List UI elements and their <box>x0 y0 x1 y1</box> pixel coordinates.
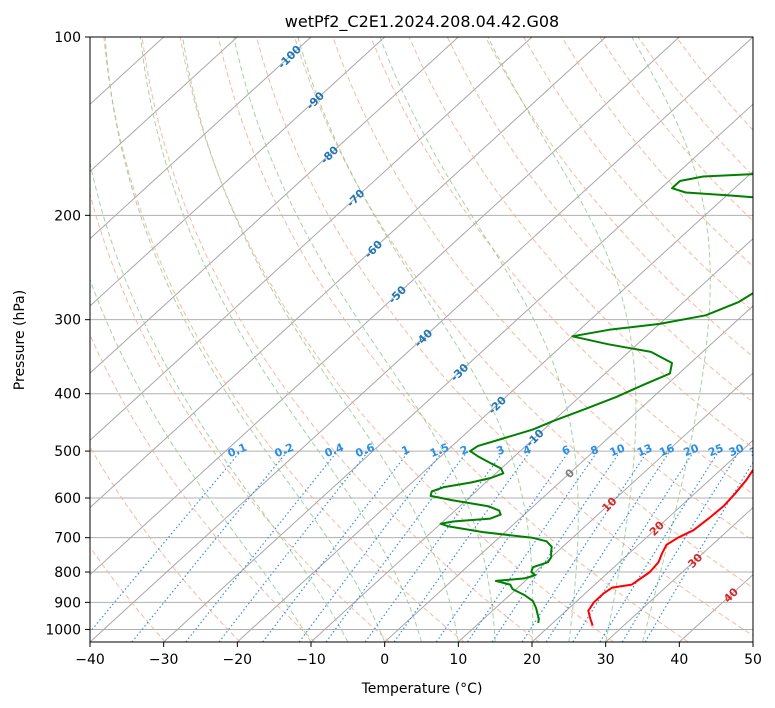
dry-adiabat <box>90 333 316 642</box>
isotherm-line <box>163 103 753 642</box>
mixing-ratio-line <box>262 450 410 642</box>
moist-adiabat <box>140 37 422 642</box>
isotherm-line <box>90 37 386 307</box>
mixing-ratio-line <box>393 450 531 642</box>
moist-adiabat <box>487 37 637 642</box>
isotherm-line <box>90 37 753 642</box>
dry-adiabat <box>446 37 753 403</box>
x-tick-label: −30 <box>149 652 179 668</box>
dry-adiabat <box>179 37 614 642</box>
y-tick-label: 900 <box>54 595 81 611</box>
x-tick-label: −40 <box>75 652 105 668</box>
moist-adiabat <box>182 37 459 642</box>
x-tick-label: 40 <box>670 652 688 668</box>
isotherm-line <box>90 37 607 509</box>
moist-adiabat <box>90 278 312 642</box>
dry-adiabat <box>141 37 540 642</box>
mixing-ratio-label: 25 <box>706 442 725 460</box>
mixing-ratio-line <box>545 450 671 642</box>
mixing-ratio-line <box>325 450 468 642</box>
isotherm-line <box>90 37 312 240</box>
mixing-ratio-line <box>491 450 621 642</box>
y-tick-label: 800 <box>54 565 81 581</box>
x-axis-label: Temperature (°C) <box>361 681 483 697</box>
x-tick-label: −20 <box>223 652 253 668</box>
mixing-ratio-label: 8 <box>589 443 601 458</box>
y-tick-label: 200 <box>54 208 81 224</box>
dry-adiabat <box>256 37 753 637</box>
isotherm-line <box>236 170 753 642</box>
dry-adiabat <box>90 445 241 642</box>
mixing-ratio-line <box>185 450 339 642</box>
isotherm-line <box>531 439 753 642</box>
mixing-ratio-label: 1 <box>400 443 412 458</box>
chart-title: wetPf2_C2E1.2024.208.04.42.G08 <box>285 12 559 32</box>
moist-adiabat <box>90 160 349 642</box>
x-tick-label: −10 <box>296 652 326 668</box>
moist-adiabat <box>379 37 579 642</box>
y-tick-label: 300 <box>54 313 81 329</box>
moist-adiabat <box>631 37 711 642</box>
mixing-ratio-line <box>521 450 649 642</box>
mixing-ratio-label: 10 <box>608 441 627 459</box>
plot-area <box>90 37 753 642</box>
y-tick-label: 1000 <box>45 622 81 638</box>
dry-adiabat <box>294 37 753 589</box>
dry-adiabat <box>217 37 689 642</box>
isotherm-line <box>384 305 753 642</box>
mixing-ratio-line <box>298 450 444 642</box>
isotherm-line <box>457 372 753 642</box>
y-tick-label: 500 <box>54 444 81 460</box>
mixing-ratio-label: 30 <box>727 441 746 459</box>
isotherm-line <box>90 37 238 173</box>
temperature-profile-line <box>587 468 753 626</box>
moist-adiabat <box>233 37 496 642</box>
mixing-ratio-line <box>131 450 289 642</box>
x-tick-label: 0 <box>380 652 389 668</box>
x-tick-label: 20 <box>523 652 541 668</box>
mixing-ratio-label: 3 <box>495 443 507 458</box>
isotherm-line <box>90 37 533 442</box>
mixing-ratio-label: 13 <box>635 442 654 460</box>
axis-ticks: −40 −30 −20 −10 0 10 20 30 40 50 1000 900 800 700 600 5… <box>45 30 762 668</box>
y-tick-label: 100 <box>54 30 81 46</box>
mixing-ratio-line <box>364 450 505 642</box>
mixing-ratio-label: 20 <box>682 441 701 459</box>
mixing-ratio-line <box>466 450 599 642</box>
mixing-ratio-line <box>621 450 740 642</box>
isotherm-line <box>605 506 753 642</box>
plot-frame <box>89 36 754 643</box>
mixing-ratio-label: 16 <box>657 441 676 459</box>
y-tick-label: 400 <box>54 387 81 403</box>
mixing-ratio-label: 2 <box>458 443 470 458</box>
dry-adiabat <box>523 37 753 313</box>
mixing-ratio-label: 36 <box>748 441 767 459</box>
isotherm-line <box>90 37 680 576</box>
y-tick-label: 700 <box>54 531 81 547</box>
mixing-ratio-line <box>435 450 570 642</box>
dewpoint-profile-line <box>429 173 753 624</box>
y-axis-label: Pressure (hPa) <box>12 290 28 390</box>
dry-adiabat <box>103 37 465 642</box>
x-tick-label: 10 <box>449 652 467 668</box>
isotherm-line <box>310 237 753 642</box>
y-tick-label: 600 <box>54 491 81 507</box>
mixing-ratio-line <box>572 450 695 642</box>
x-tick-label: 50 <box>744 652 762 668</box>
dry-adiabat <box>370 37 753 495</box>
mixing-ratio-line <box>90 450 242 633</box>
x-tick-label: 30 <box>597 652 615 668</box>
isotherm-line <box>90 37 459 374</box>
